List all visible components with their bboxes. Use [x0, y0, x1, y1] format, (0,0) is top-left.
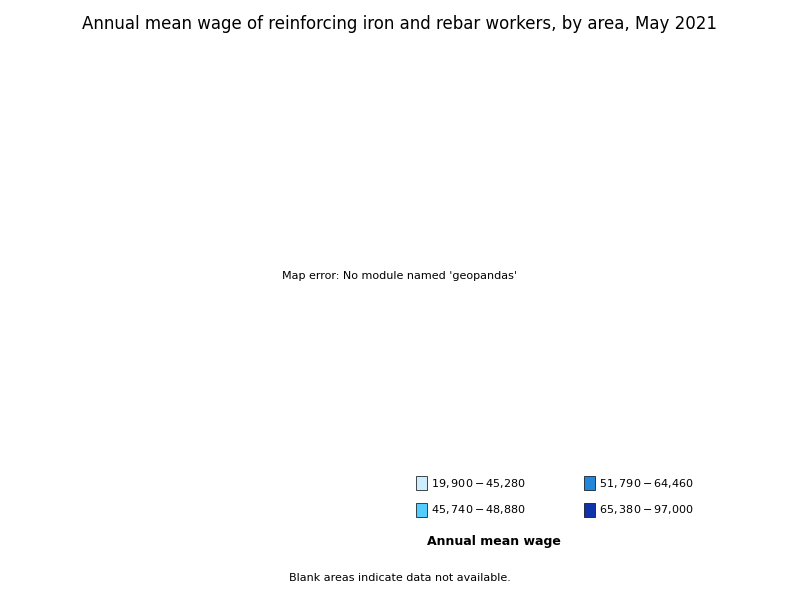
Text: $65,380 - $97,000: $65,380 - $97,000: [599, 503, 694, 517]
Text: $19,900 - $45,280: $19,900 - $45,280: [431, 476, 526, 490]
Text: Annual mean wage of reinforcing iron and rebar workers, by area, May 2021: Annual mean wage of reinforcing iron and…: [82, 15, 718, 33]
Text: Map error: No module named 'geopandas': Map error: No module named 'geopandas': [282, 271, 518, 281]
Text: Blank areas indicate data not available.: Blank areas indicate data not available.: [289, 573, 511, 583]
Text: Annual mean wage: Annual mean wage: [427, 535, 561, 548]
Text: $45,740 - $48,880: $45,740 - $48,880: [431, 503, 526, 517]
Text: $51,790 - $64,460: $51,790 - $64,460: [599, 476, 694, 490]
